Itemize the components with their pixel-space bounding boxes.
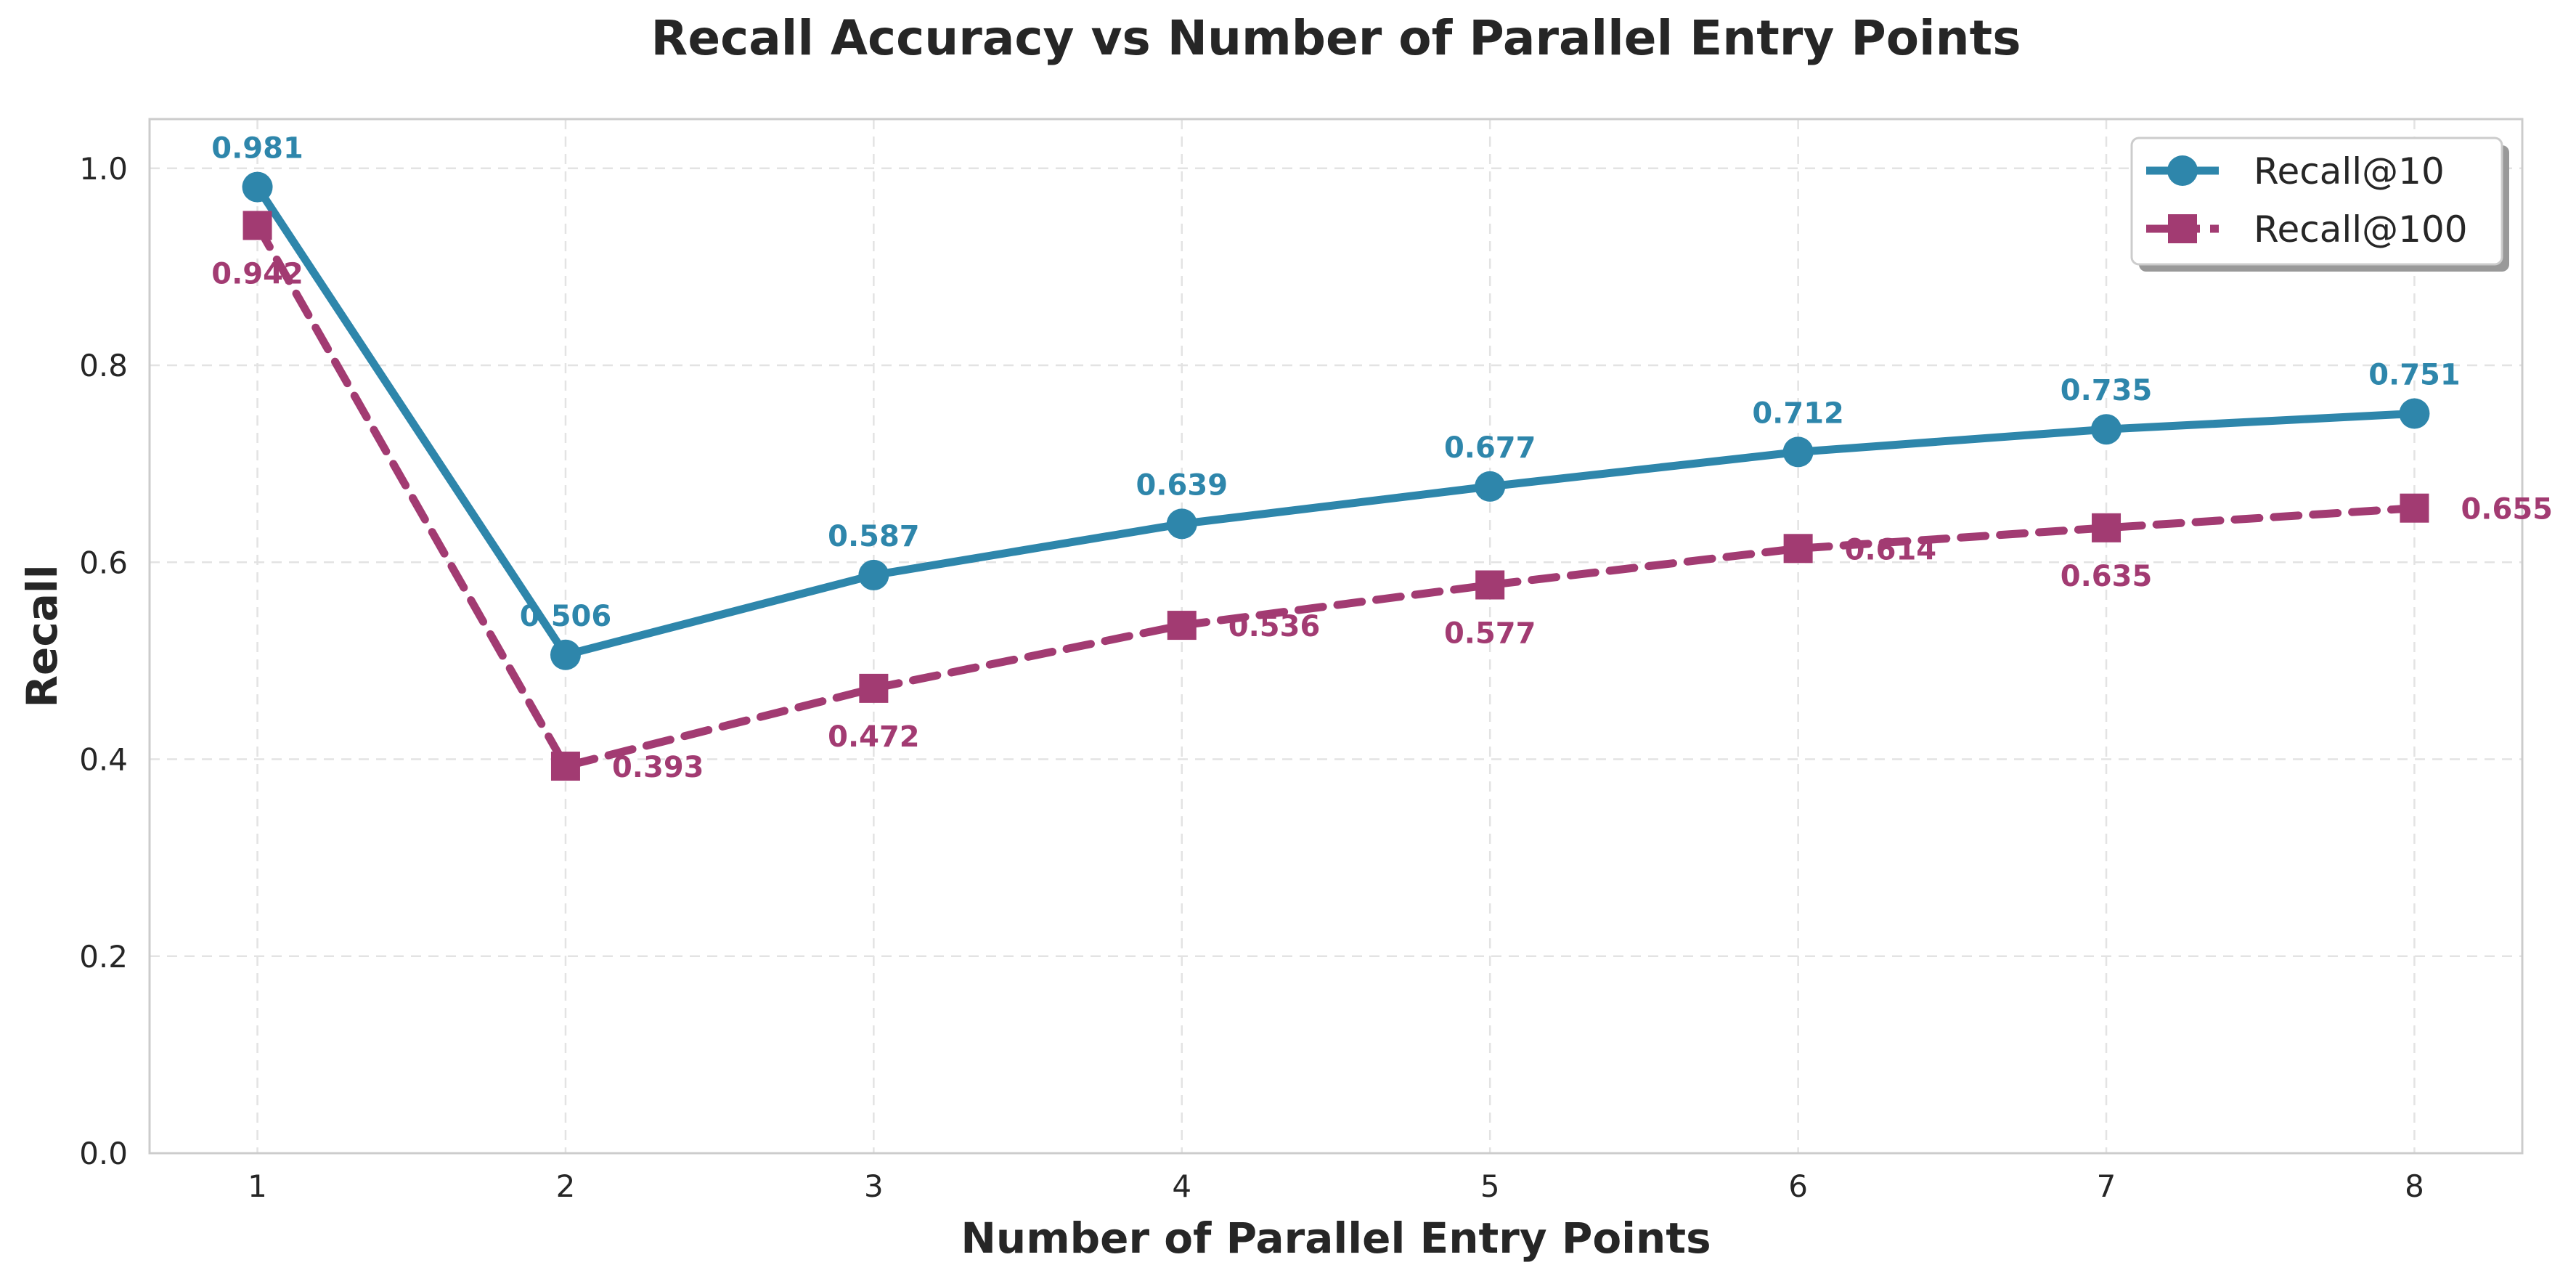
x-tick-label: 2	[556, 1168, 576, 1204]
data-point-marker	[1475, 570, 1505, 600]
data-point-marker	[2092, 513, 2121, 542]
data-label: 0.587	[828, 520, 920, 553]
data-point-marker	[1167, 611, 1197, 640]
data-point-marker	[242, 211, 272, 240]
series-recall-100: 0.942 0.393 0.472 0.536 0.577 0.614 0.635 0.655	[211, 211, 2553, 784]
data-point-marker	[550, 752, 580, 781]
data-point-marker	[1475, 471, 1506, 502]
data-point-marker	[1166, 508, 1197, 540]
legend-box	[2130, 137, 2503, 266]
data-point-marker	[1783, 534, 1813, 564]
legend-swatch-marker	[2168, 214, 2197, 243]
data-label: 0.942	[211, 257, 303, 290]
data-label: 0.393	[612, 751, 704, 784]
series-group: 0.981 0.506 0.587 0.639 0.677 0.712 0.735 0.751…	[211, 132, 2553, 784]
x-tick-label: 5	[1480, 1168, 1500, 1204]
y-tick-label: 0.0	[79, 1136, 128, 1171]
x-tick-label: 8	[2405, 1168, 2424, 1204]
legend-item: Recall@10	[2146, 150, 2445, 192]
series-line	[253, 183, 2418, 659]
data-label: 0.639	[1136, 468, 1228, 502]
y-tick-label: 0.4	[79, 742, 128, 778]
legend-swatch-marker	[2167, 155, 2198, 186]
x-tick-label: 4	[1172, 1168, 1191, 1204]
data-label: 0.635	[2061, 560, 2153, 593]
x-tick-label: 7	[2097, 1168, 2116, 1204]
data-label: 0.655	[2461, 493, 2553, 526]
data-label: 0.677	[1444, 431, 1536, 465]
y-tick-label: 0.8	[79, 348, 128, 383]
data-point-marker	[858, 559, 889, 590]
grid-lines	[150, 119, 2522, 1155]
data-label: 0.712	[1752, 396, 1844, 430]
legend-item: Recall@100	[2146, 208, 2468, 251]
y-axis-label: Recall	[17, 564, 67, 707]
y-tick-label: 1.0	[79, 151, 128, 187]
legend-label: Recall@100	[2254, 208, 2468, 251]
x-tick-label: 6	[1788, 1168, 1808, 1204]
legend-label: Recall@10	[2254, 150, 2445, 192]
plot-area-frame	[148, 118, 2524, 1155]
data-label: 0.472	[828, 720, 920, 754]
y-tick-label: 0.2	[79, 939, 128, 975]
series-line	[253, 221, 2418, 770]
data-point-marker	[550, 639, 581, 670]
axis-ticks: 1 2 3 4 5 6 7 8 0.0 0.2 0.4 0.6 0.8 1.0	[79, 151, 2424, 1204]
x-tick-label: 3	[864, 1168, 884, 1204]
data-point-marker	[2400, 493, 2429, 523]
data-label: 0.536	[1228, 610, 1321, 643]
data-label: 0.577	[1444, 617, 1536, 650]
y-tick-label: 0.6	[79, 545, 128, 580]
legend: Recall@10 Recall@100	[2130, 137, 2509, 272]
data-label: 0.614	[1845, 533, 1937, 566]
data-label: 0.981	[211, 132, 303, 166]
series-recall-10: 0.981 0.506 0.587 0.639 0.677 0.712 0.735 0.751	[211, 132, 2461, 670]
data-point-marker	[859, 673, 889, 703]
x-tick-label: 1	[248, 1168, 267, 1204]
data-label: 0.751	[2368, 359, 2461, 392]
data-point-marker	[1782, 436, 1814, 468]
chart-title: Recall Accuracy vs Number of Parallel En…	[651, 10, 2021, 66]
x-axis-label: Number of Parallel Entry Points	[961, 1213, 1711, 1263]
data-point-marker	[2091, 414, 2122, 445]
data-point-marker	[242, 171, 273, 203]
data-point-marker	[2399, 398, 2430, 429]
data-label: 0.735	[2061, 374, 2153, 407]
data-label: 0.506	[520, 600, 612, 633]
